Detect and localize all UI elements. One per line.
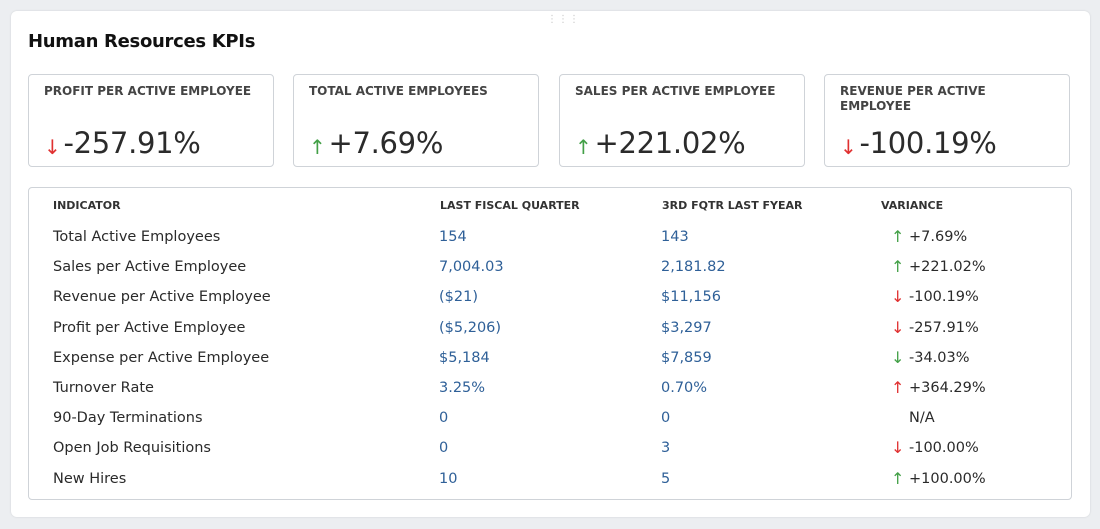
last-fiscal-quarter-cell: 3.25% <box>439 380 486 396</box>
table-row: Revenue per Active Employee ($21) $11,156 ↓… <box>29 288 1071 318</box>
kpi-card-label: PROFIT PER ACTIVE EMPLOYEE <box>44 84 252 98</box>
arrow-up-icon: ↑ <box>891 468 905 488</box>
kpi-card-value-text: +221.02% <box>594 126 746 160</box>
arrow-down-icon: ↓ <box>891 438 905 458</box>
kpi-card-value-text: -100.19% <box>859 126 997 160</box>
previous-year-quarter-cell: $7,859 <box>661 349 712 366</box>
panel-title: Human Resources KPIs <box>28 31 256 52</box>
variance-value: +221.02% <box>909 259 986 276</box>
variance-cell: N/A <box>891 409 935 427</box>
indicator-cell: Total Active Employees <box>53 229 221 245</box>
column-header-3rd-fqtr-last-fyear: 3RD FQTR LAST FYEAR <box>662 199 803 212</box>
variance-value: -257.91% <box>909 319 979 336</box>
variance-value: -34.03% <box>909 349 970 366</box>
previous-year-quarter-cell: 5 <box>661 470 671 487</box>
variance-cell: ↓ -100.00% <box>891 439 979 457</box>
column-header-variance: VARIANCE <box>881 199 944 212</box>
table-row: Turnover Rate 3.25% 0.70% ↑ +364.29% <box>29 379 1071 409</box>
variance-cell: ↓ -34.03% <box>891 347 970 367</box>
previous-year-quarter-cell: $11,156 <box>661 289 721 306</box>
kpi-card-total-active-employees: TOTAL ACTIVE EMPLOYEES ↑ +7.69% <box>293 74 539 167</box>
kpi-card-value: ↓ -100.19% <box>840 127 997 162</box>
table-row: Profit per Active Employee ($5,206) $3,297… <box>29 317 1071 349</box>
arrow-up-icon: ↑ <box>891 227 905 246</box>
variance-value: +100.00% <box>909 470 986 487</box>
indicator-cell: Open Job Requisitions <box>53 440 211 457</box>
kpi-card-profit-per-employee: PROFIT PER ACTIVE EMPLOYEE ↓ -257.91% <box>28 74 274 167</box>
kpi-card-value: ↓ -257.91% <box>44 127 201 162</box>
last-fiscal-quarter-cell: 154 <box>439 229 467 245</box>
variance-value: -100.00% <box>909 440 979 457</box>
previous-year-quarter-cell: 0.70% <box>661 380 708 396</box>
last-fiscal-quarter-cell: 7,004.03 <box>439 259 504 276</box>
kpi-card-value: ↑ +7.69% <box>309 127 443 162</box>
kpi-card-value-text: +7.69% <box>328 126 444 160</box>
variance-cell: ↑ +7.69% <box>891 228 967 246</box>
indicator-cell: Expense per Active Employee <box>53 349 270 366</box>
variance-cell: ↑ +100.00% <box>891 468 986 488</box>
arrow-down-icon: ↓ <box>891 347 905 367</box>
kpi-table: INDICATOR LAST FISCAL QUARTER 3RD FQTR L… <box>28 187 1072 500</box>
hr-kpi-panel: ⋮⋮⋮ Human Resources KPIs PROFIT PER ACTI… <box>11 11 1090 517</box>
previous-year-quarter-cell: 3 <box>661 440 671 457</box>
last-fiscal-quarter-cell: ($5,206) <box>439 319 502 336</box>
indicator-cell: New Hires <box>53 470 127 487</box>
indicator-cell: Sales per Active Employee <box>53 259 247 276</box>
column-header-last-fiscal-quarter: LAST FISCAL QUARTER <box>440 199 580 212</box>
kpi-card-label: REVENUE PER ACTIVE EMPLOYEE <box>840 84 986 113</box>
indicator-cell: 90-Day Terminations <box>53 410 203 427</box>
variance-value: -100.19% <box>909 289 979 306</box>
variance-value: +7.69% <box>909 229 968 245</box>
arrow-down-icon: ↓ <box>891 287 905 307</box>
arrow-up-icon: ↑ <box>309 135 326 159</box>
indicator-cell: Turnover Rate <box>53 380 154 396</box>
kpi-card-label: SALES PER ACTIVE EMPLOYEE <box>575 84 776 98</box>
variance-cell: ↑ +364.29% <box>891 379 986 397</box>
table-row: Total Active Employees 154 143 ↑ +7.69% <box>29 228 1071 258</box>
previous-year-quarter-cell: 2,181.82 <box>661 259 726 276</box>
kpi-card-revenue-per-employee: REVENUE PER ACTIVE EMPLOYEE ↓ -100.19% <box>824 74 1070 167</box>
table-row: Sales per Active Employee 7,004.03 2,181.8… <box>29 258 1071 288</box>
last-fiscal-quarter-cell: 0 <box>439 440 449 457</box>
last-fiscal-quarter-cell: 10 <box>439 470 458 487</box>
drag-handle-icon[interactable]: ⋮⋮⋮ <box>547 14 580 25</box>
previous-year-quarter-cell: 0 <box>661 410 671 427</box>
last-fiscal-quarter-cell: $5,184 <box>439 349 490 366</box>
arrow-down-icon: ↓ <box>840 135 857 159</box>
table-row: Expense per Active Employee $5,184 $7,859 ↓… <box>29 347 1071 379</box>
previous-year-quarter-cell: $3,297 <box>661 319 712 336</box>
kpi-card-value-text: -257.91% <box>63 126 201 160</box>
variance-cell: ↓ -100.19% <box>891 288 979 306</box>
arrow-up-icon: ↑ <box>891 257 905 277</box>
kpi-card-label: TOTAL ACTIVE EMPLOYEES <box>309 84 488 98</box>
variance-cell: ↓ -257.91% <box>891 317 979 337</box>
arrow-up-icon: ↑ <box>575 135 592 159</box>
table-row: New Hires 10 5 ↑ +100.00% <box>29 468 1071 500</box>
column-header-indicator: INDICATOR <box>53 199 121 212</box>
variance-value: +364.29% <box>909 380 986 396</box>
previous-year-quarter-cell: 143 <box>661 229 689 245</box>
last-fiscal-quarter-cell: ($21) <box>439 289 478 306</box>
arrow-down-icon: ↓ <box>891 317 905 337</box>
arrow-up-icon: ↑ <box>891 378 905 397</box>
indicator-cell: Revenue per Active Employee <box>53 289 271 306</box>
variance-cell: ↑ +221.02% <box>891 258 986 276</box>
variance-value: N/A <box>909 410 935 427</box>
table-row: 90-Day Terminations 0 0 N/A <box>29 409 1071 439</box>
kpi-card-value: ↑ +221.02% <box>575 126 746 162</box>
arrow-down-icon: ↓ <box>44 135 61 159</box>
last-fiscal-quarter-cell: 0 <box>439 410 449 427</box>
table-row: Open Job Requisitions 0 3 ↓ -100.00% <box>29 439 1071 469</box>
indicator-cell: Profit per Active Employee <box>53 319 246 336</box>
kpi-card-sales-per-employee: SALES PER ACTIVE EMPLOYEE ↑ +221.02% <box>559 74 805 167</box>
